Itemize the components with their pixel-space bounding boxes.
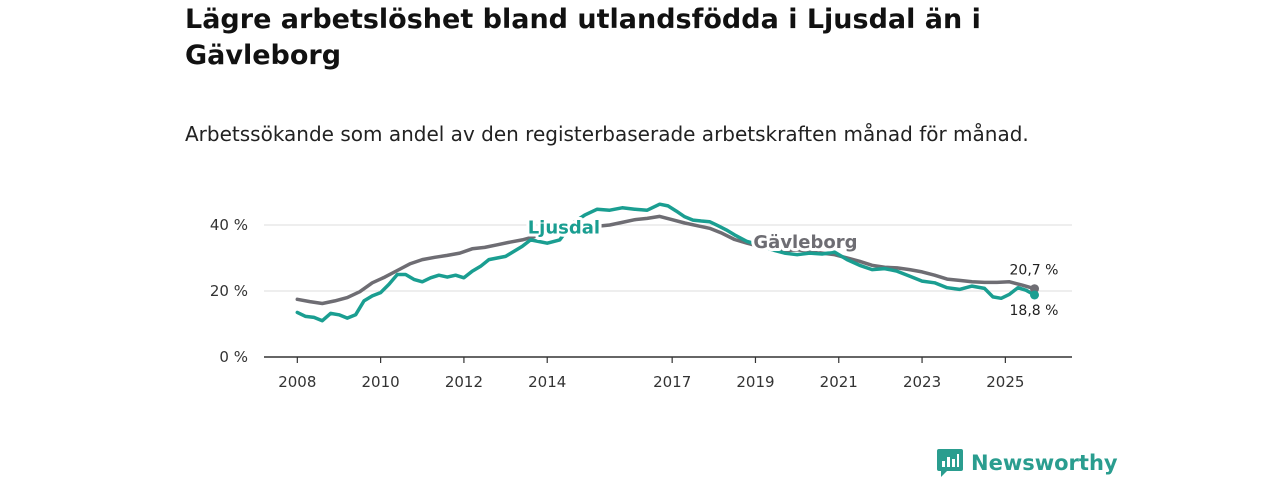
chart-title: Lägre arbetslöshet bland utlandsfödda i … [185,4,981,71]
newsworthy-logo: Newsworthy [937,448,1118,478]
y-tick-label: 0 % [219,348,248,366]
x-tick-label: 2021 [820,373,858,391]
y-tick-label: 40 % [210,216,248,234]
logo-text: Newsworthy [971,451,1118,475]
end-point-gavleborg [1030,284,1040,294]
x-tick-label: 2023 [903,373,941,391]
bar-chart-speech-bubble-icon [937,449,963,477]
series-lines [295,202,1040,323]
x-axis: 2008 2010 2012 2014 2017 2019 2021 2023 2025 [264,356,1072,391]
x-tick-label: 2014 [528,373,566,391]
x-tick-label: 2010 [362,373,400,391]
chart-subtitle: Arbetssökande som andel av den registerb… [185,122,1029,146]
x-tick-label: 2019 [736,373,774,391]
x-tick-label: 2025 [986,373,1024,391]
series-label-ljusdal: Ljusdal [528,217,600,238]
x-tick-label: 2017 [653,373,691,391]
end-value-label-gavleborg: 20,7 % [1010,263,1059,279]
gridlines [264,224,1072,292]
series-label-halo: Gävleborg [753,232,857,253]
series-label-halo: Ljusdal [528,217,600,238]
y-axis-ticks: 0 % 20 % 40 % [210,216,248,366]
series-line-ljusdal [295,202,1037,323]
end-value-label-ljusdal: 18,8 % [1010,303,1059,319]
x-tick-label: 2012 [445,373,483,391]
y-tick-label: 20 % [210,282,248,300]
series-line-gavleborg [295,214,1037,306]
x-tick-label: 2008 [278,373,316,391]
series-label-gavleborg: Gävleborg [753,232,857,253]
end-point-ljusdal [1030,290,1040,300]
